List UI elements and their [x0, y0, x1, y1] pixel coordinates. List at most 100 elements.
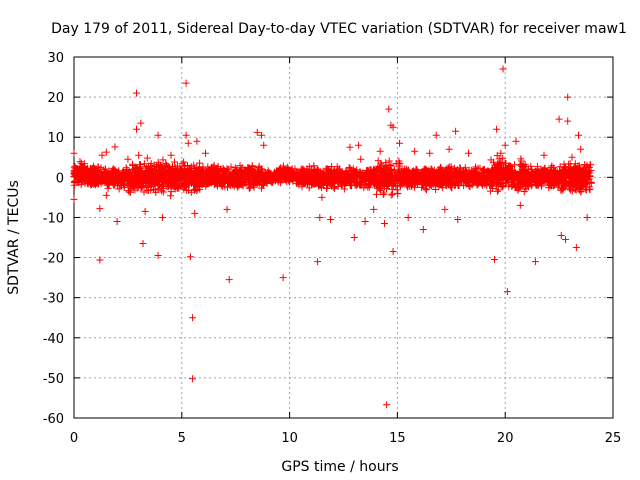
- data-point: [135, 151, 143, 159]
- data-point: [540, 151, 548, 159]
- data-point: [396, 139, 404, 147]
- data-point: [154, 131, 162, 139]
- x-tick-label: 15: [389, 431, 406, 446]
- data-point: [493, 125, 501, 133]
- x-tick-label: 0: [70, 431, 78, 446]
- data-point: [189, 375, 197, 383]
- data-point: [133, 89, 141, 97]
- data-point: [380, 219, 388, 227]
- data-point: [111, 143, 119, 151]
- x-axis-label: GPS time / hours: [281, 459, 398, 475]
- y-tick-label: 0: [56, 171, 64, 186]
- data-point: [81, 163, 89, 171]
- data-point: [516, 201, 524, 209]
- data-point: [184, 139, 192, 147]
- data-point: [316, 213, 324, 221]
- data-point: [389, 248, 397, 256]
- data-point: [370, 205, 378, 213]
- y-tick-label: -30: [43, 292, 64, 307]
- data-point: [225, 276, 233, 284]
- data-point: [70, 195, 78, 203]
- data-point: [389, 123, 397, 131]
- data-point: [564, 93, 572, 101]
- data-point: [441, 205, 449, 213]
- data-point: [137, 119, 145, 127]
- dense-band-markers: [70, 152, 595, 200]
- data-point: [158, 213, 166, 221]
- y-tick-label: 20: [47, 91, 64, 106]
- data-point: [279, 274, 287, 282]
- data-point: [454, 215, 462, 223]
- data-point: [419, 225, 427, 233]
- data-point: [182, 79, 190, 87]
- data-point: [167, 151, 175, 159]
- data-point: [202, 149, 210, 157]
- y-tick-label: -10: [43, 211, 64, 226]
- data-point: [562, 236, 570, 244]
- data-point: [70, 149, 78, 157]
- x-axis: 0 5 10 15 20 25: [70, 57, 621, 446]
- x-tick-label: 20: [497, 431, 514, 446]
- data-point: [113, 217, 121, 225]
- x-tick-label: 10: [281, 431, 298, 446]
- y-tick-label: -50: [43, 372, 64, 387]
- data-point: [210, 161, 218, 169]
- y-tick-label: -40: [43, 332, 64, 347]
- data-point: [512, 137, 520, 145]
- y-tick-label: 30: [47, 51, 64, 66]
- data-point: [564, 117, 572, 125]
- data-point: [133, 125, 141, 133]
- data-point: [557, 231, 565, 239]
- plot-frame: [73, 56, 614, 419]
- data-point: [98, 151, 106, 159]
- data-point: [154, 252, 162, 260]
- data-point: [361, 217, 369, 225]
- data-point: [583, 161, 591, 169]
- y-tick-label: -20: [43, 252, 64, 267]
- data-point: [497, 149, 505, 157]
- data-point: [314, 258, 322, 266]
- x-tick-label: 5: [178, 431, 186, 446]
- grid-lines: [74, 57, 613, 418]
- data-point: [411, 147, 419, 155]
- data-point: [96, 256, 104, 264]
- data-point: [143, 154, 151, 162]
- data-point: [452, 127, 460, 135]
- chart-title: Day 179 of 2011, Sidereal Day-to-day VTE…: [51, 21, 627, 37]
- data-point: [445, 145, 453, 153]
- data-point: [577, 145, 585, 153]
- data-point: [501, 141, 509, 149]
- y-axis-label: SDTVAR / TECUs: [6, 180, 22, 295]
- data-point: [96, 205, 104, 213]
- data-point: [346, 143, 354, 151]
- data-point: [191, 209, 199, 217]
- data-point: [318, 193, 326, 201]
- data-point: [555, 115, 563, 123]
- data-point: [223, 205, 231, 213]
- data-series: [70, 65, 591, 409]
- data-point: [355, 141, 363, 149]
- data-point: [89, 162, 97, 170]
- data-point: [432, 131, 440, 139]
- data-point: [426, 149, 434, 157]
- data-point: [465, 149, 473, 157]
- data-point: [404, 213, 412, 221]
- data-point: [139, 240, 147, 248]
- data-point: [490, 256, 498, 264]
- data-point: [499, 65, 507, 73]
- x-tick-label: 25: [605, 431, 622, 446]
- data-point: [376, 147, 384, 155]
- data-point: [531, 258, 539, 266]
- y-tick-label: 10: [47, 131, 64, 146]
- data-point: [258, 131, 266, 139]
- data-point: [124, 155, 132, 163]
- data-point: [260, 141, 268, 149]
- data-point: [102, 148, 110, 156]
- data-point: [253, 128, 261, 136]
- data-point: [193, 137, 201, 145]
- y-tick-label: -60: [43, 412, 64, 427]
- y-axis: -60 -50 -40 -30 -20 -10 0 10 20 30: [43, 51, 613, 427]
- data-point: [102, 191, 110, 199]
- data-point: [182, 131, 190, 139]
